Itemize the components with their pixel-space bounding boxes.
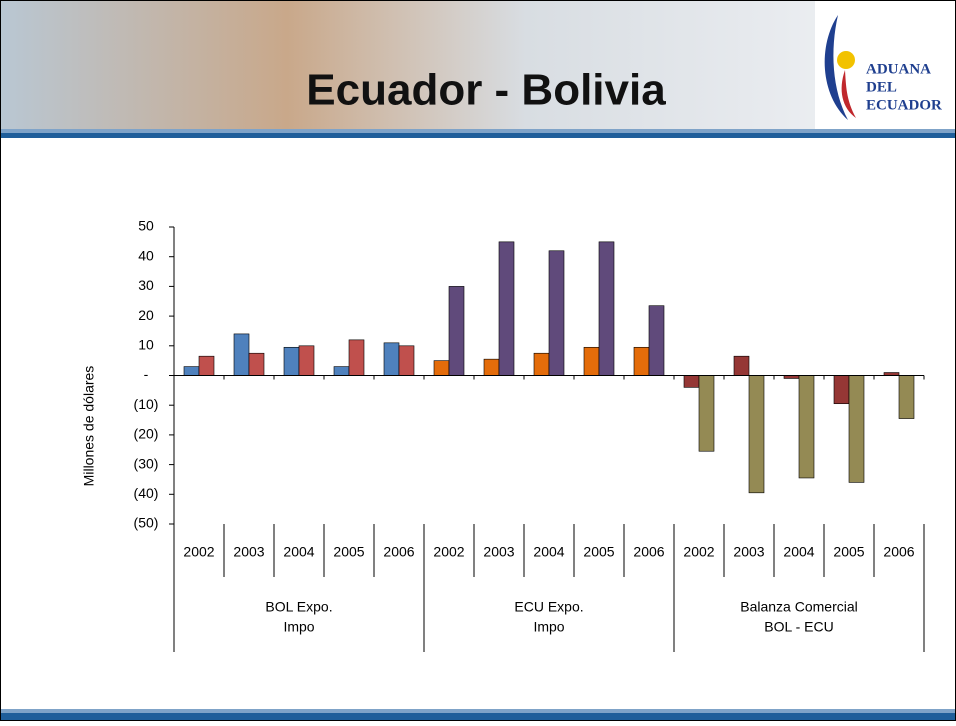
bar [583, 346, 600, 376]
y-tick-label: 50 [138, 218, 154, 234]
bar [683, 375, 700, 388]
bar [833, 375, 850, 405]
x-tick-label: 2003 [233, 544, 264, 560]
y-tick-label: 10 [138, 337, 154, 353]
y-tick-label: 40 [138, 247, 154, 263]
logo-text: ADUANA [866, 61, 931, 77]
bar [183, 366, 200, 376]
x-tick-label: 2006 [883, 544, 914, 560]
slide-title: Ecuador - Bolivia [306, 66, 666, 115]
bar [483, 358, 500, 376]
y-tick-label: 30 [138, 277, 154, 293]
bar [848, 375, 865, 483]
group-label: Impo [533, 619, 564, 635]
header-banner [1, 1, 955, 129]
plot: (50) (40) (30) (20) (10) - 10 20 30 40 50 2002 2003 2… [134, 218, 925, 652]
bar [383, 342, 400, 376]
x-tick-label: 2002 [433, 544, 464, 560]
bar [748, 375, 765, 494]
footer-rule [1, 709, 955, 713]
logo-text: ECUADOR [866, 97, 942, 113]
header-rule [1, 129, 955, 133]
group-label: Balanza Comercial [740, 599, 858, 615]
bar [498, 241, 515, 376]
bar [298, 345, 315, 376]
bar [433, 360, 450, 376]
bar [333, 366, 350, 376]
header-rule [1, 133, 955, 138]
bar [733, 355, 750, 376]
bar [533, 352, 550, 376]
group-label: BOL Expo. [265, 599, 332, 615]
x-tick-label: 2002 [183, 544, 214, 560]
bar [248, 352, 265, 376]
y-axis-title: Millones de dólares [81, 366, 97, 487]
x-tick-label: 2002 [683, 544, 714, 560]
y-tick-label: (10) [134, 396, 159, 412]
bar [898, 375, 915, 419]
bar [548, 250, 565, 376]
logo-shape [824, 15, 848, 120]
y-tick-label: - [144, 366, 149, 382]
bar [233, 333, 250, 376]
bar [698, 375, 715, 452]
bar [398, 345, 415, 376]
x-tick-label: 2004 [533, 544, 564, 560]
group-label: ECU Expo. [514, 599, 583, 615]
logo-text: DEL [866, 79, 897, 95]
bar [633, 346, 650, 376]
x-tick-label: 2005 [583, 544, 614, 560]
y-tick-label: 20 [138, 307, 154, 323]
y-tick-label: (20) [134, 426, 159, 442]
x-tick-label: 2006 [633, 544, 664, 560]
bar [348, 339, 365, 376]
logo-shape [841, 70, 856, 118]
logo-sun [837, 51, 855, 69]
bar [798, 375, 815, 479]
x-tick-label: 2003 [733, 544, 764, 560]
x-tick-label: 2006 [383, 544, 414, 560]
bar [648, 305, 665, 376]
bar [198, 355, 215, 376]
footer-rule [1, 713, 955, 720]
y-tick-label: (40) [134, 485, 159, 501]
y-tick-label: (30) [134, 455, 159, 471]
group-label: BOL - ECU [764, 619, 834, 635]
x-tick-label: 2005 [833, 544, 864, 560]
x-tick-label: 2005 [333, 544, 364, 560]
x-tick-label: 2004 [783, 544, 814, 560]
bar [283, 346, 300, 376]
bar [448, 286, 465, 376]
y-tick-label: (50) [134, 515, 159, 531]
bar [598, 241, 615, 376]
x-tick-label: 2004 [283, 544, 314, 560]
group-label: Impo [283, 619, 314, 635]
x-tick-label: 2003 [483, 544, 514, 560]
